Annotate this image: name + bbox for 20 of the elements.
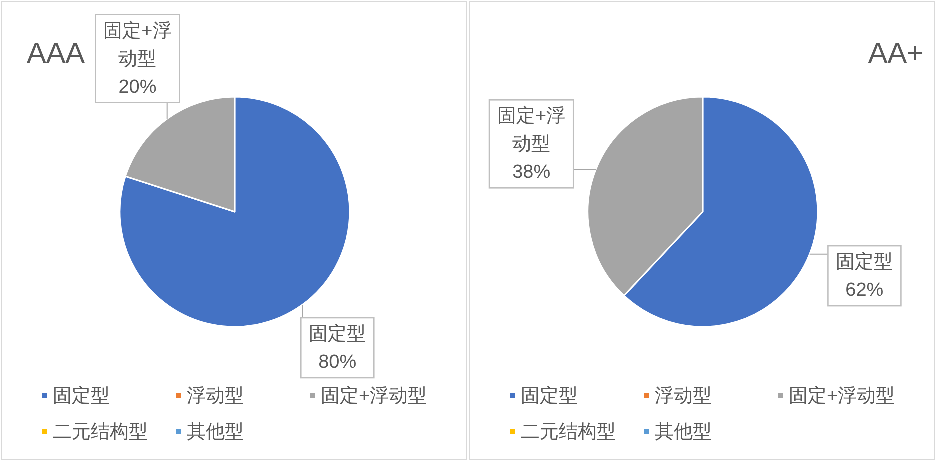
slice-label: 固定型 (309, 322, 366, 344)
legend-label: 浮动型 (655, 386, 712, 406)
legend-label: 固定+浮动型 (789, 384, 896, 406)
data-label: 20% (118, 76, 157, 98)
slice-label: 固定+浮动型 (104, 19, 172, 70)
legend-label: 其他型 (187, 422, 244, 442)
legend-label: 固定型 (53, 384, 110, 406)
legend-label: 二元结构型 (53, 422, 148, 442)
slice-label: 固定型 (836, 250, 894, 273)
legend-label: 固定+浮动型 (321, 384, 428, 406)
data-label: 62% (846, 280, 884, 301)
chart-title: AA+ (868, 38, 924, 70)
text: AAA (27, 38, 86, 70)
data-label: 38% (512, 162, 551, 183)
data-label: 80% (318, 352, 357, 372)
slice-label: 固定+浮动型 (498, 104, 566, 155)
legend-label: 二元结构型 (521, 422, 616, 442)
legend-label: 固定型 (521, 384, 578, 406)
legend-label: 浮动型 (187, 386, 244, 406)
legend-label: 其他型 (655, 422, 712, 442)
